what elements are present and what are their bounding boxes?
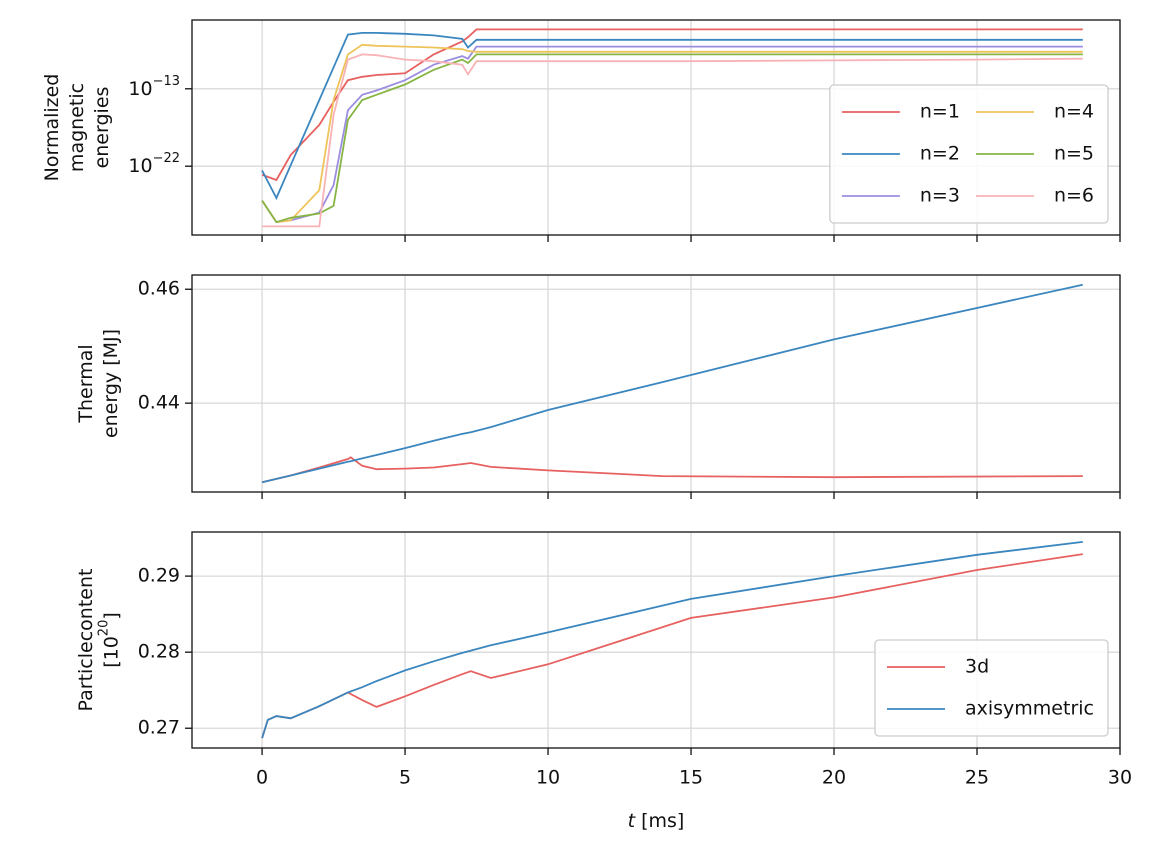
legend-label: n=6 bbox=[1054, 185, 1094, 207]
x-tick-label: 10 bbox=[536, 767, 560, 789]
label-part: ] bbox=[100, 612, 122, 619]
series-line bbox=[261, 32, 1083, 201]
label-exponent: 20 bbox=[96, 620, 111, 637]
legend-label: n=2 bbox=[920, 143, 960, 165]
tick-exponent: −13 bbox=[153, 73, 180, 88]
y-axis-label: magnetic bbox=[66, 83, 88, 172]
legend-label: axisymmetric bbox=[965, 698, 1094, 720]
x-tick-label: 5 bbox=[399, 767, 411, 789]
x-tick-label: 0 bbox=[256, 767, 268, 789]
series-line bbox=[262, 53, 1083, 228]
tick-exponent: −22 bbox=[153, 151, 180, 166]
y-axis-label: Particlecontent bbox=[75, 569, 97, 712]
axes-frame bbox=[191, 274, 1121, 493]
x-tick-label: 20 bbox=[822, 767, 846, 789]
legend: 3d axisymmetric bbox=[874, 639, 1109, 737]
series-line bbox=[261, 53, 1083, 224]
legend-box bbox=[874, 639, 1109, 737]
x-tick-label: 30 bbox=[1108, 767, 1132, 789]
y-axis-label: [1020] bbox=[96, 612, 122, 668]
axes-frame bbox=[191, 19, 1121, 236]
y-axis-label: energies bbox=[91, 87, 113, 169]
tick-base: 10 bbox=[128, 155, 152, 177]
legend: n=1 n=2 n=3 n=4 n=5 n=6 bbox=[829, 84, 1109, 224]
y-tick-label: 0.27 bbox=[138, 717, 180, 739]
x-tick-label: 25 bbox=[965, 767, 989, 789]
x-label-unit: [ms] bbox=[641, 810, 684, 832]
legend-label: n=3 bbox=[920, 185, 960, 207]
axes-frame bbox=[191, 531, 1121, 749]
series-line bbox=[261, 541, 1083, 739]
y-axis-label: Normalized bbox=[41, 74, 63, 182]
series-line bbox=[261, 283, 1083, 484]
y-tick-label: 0.44 bbox=[138, 392, 180, 414]
label-part: [10 bbox=[100, 636, 122, 668]
x-tick-label: 15 bbox=[679, 767, 703, 789]
legend-box bbox=[829, 84, 1109, 224]
legend-label: n=4 bbox=[1054, 101, 1094, 123]
series-line bbox=[261, 43, 1083, 224]
legend-label: n=5 bbox=[1054, 143, 1094, 165]
legend-label: n=1 bbox=[920, 101, 960, 123]
y-axis-label: energy [MJ] bbox=[100, 329, 122, 438]
series-line bbox=[261, 28, 1083, 182]
legend-label: 3d bbox=[965, 656, 989, 678]
panel: 0.44 0.46 Thermal energy [MJ] bbox=[75, 274, 1121, 499]
y-tick-label: 10−22 bbox=[128, 151, 180, 177]
x-label-var: t bbox=[628, 810, 637, 832]
y-tick-label: 0.29 bbox=[138, 565, 180, 587]
x-axis-label: t [ms] bbox=[628, 810, 685, 832]
y-tick-label: 10−13 bbox=[128, 73, 180, 99]
panel: 0 5 10 15 20 25 300.270.280.29Particlecontent[… bbox=[75, 531, 1132, 832]
y-axis-label: Thermal bbox=[75, 344, 97, 423]
y-tick-label: 0.28 bbox=[138, 641, 180, 663]
y-tick-label: 0.46 bbox=[138, 278, 180, 300]
tick-base: 10 bbox=[128, 77, 152, 99]
series-line bbox=[261, 456, 1083, 484]
